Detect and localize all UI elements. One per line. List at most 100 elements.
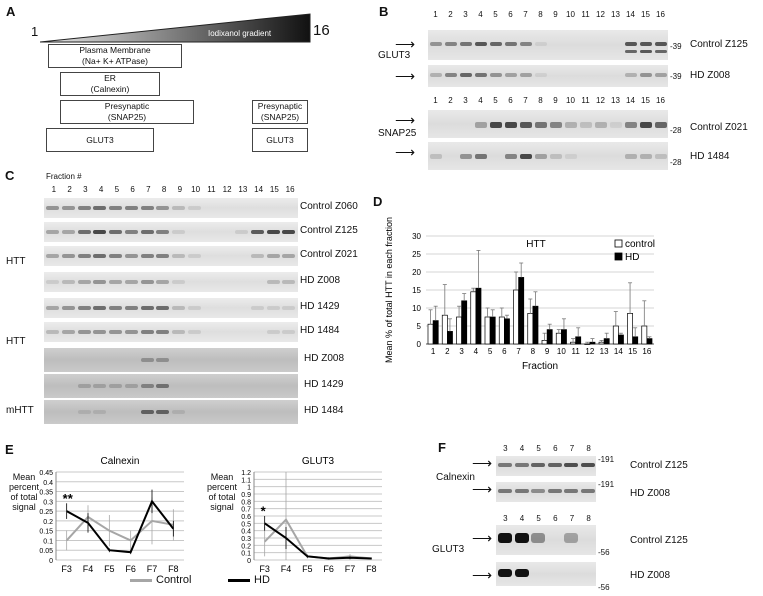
blot-band <box>547 463 562 467</box>
x-tick-label: F5 <box>302 564 313 574</box>
significance-annotation: * <box>261 503 267 518</box>
arrow-icon: ⟶ <box>395 36 416 52</box>
blot-band <box>77 384 91 388</box>
lane-number: 5 <box>536 514 541 523</box>
x-tick-label: F8 <box>168 564 179 574</box>
lane-number: 6 <box>553 514 558 523</box>
blot-band <box>109 384 122 388</box>
x-tick-label: 1 <box>431 347 436 356</box>
calnexin-label: Calnexin <box>436 472 475 483</box>
y-tick-label: 0 <box>417 340 422 349</box>
x-tick-label: F7 <box>147 564 158 574</box>
lane-number: 5 <box>536 444 541 453</box>
x-tick-label: F4 <box>83 564 94 574</box>
blot-band <box>187 330 201 334</box>
blot-band <box>475 42 487 46</box>
y-axis-label: Mean percent of total signal <box>206 472 238 512</box>
blot-band <box>625 122 637 128</box>
lane-number: 1 <box>433 96 438 105</box>
blot-glut3-control-f <box>496 525 596 555</box>
blot-band <box>266 330 280 334</box>
blot-band <box>46 306 59 310</box>
blot-band <box>490 122 502 128</box>
blot-band <box>77 330 91 334</box>
blot-band <box>93 410 107 414</box>
blot-band <box>535 42 547 46</box>
lane-number: 15 <box>641 10 650 19</box>
blot-band <box>581 463 595 467</box>
blot-snap25-hd <box>428 142 668 170</box>
y-axis-label: Mean % of total HTT in each fraction <box>384 217 394 363</box>
blot-band <box>124 254 138 258</box>
x-tick-label: 12 <box>585 347 594 356</box>
y-axis-label-text: Mean percent of total signal <box>8 472 40 512</box>
arrow-icon: ⟶ <box>472 481 493 497</box>
x-tick-label: F8 <box>366 564 377 574</box>
x-tick-label: 2 <box>445 347 450 356</box>
lane-number: 8 <box>586 514 591 523</box>
box-glut3-right: GLUT3 <box>252 128 308 152</box>
mw-marker: -191 <box>598 455 615 464</box>
arrow-icon: ⟶ <box>395 144 416 160</box>
blot-band <box>550 122 562 128</box>
blot-band <box>46 230 59 234</box>
box-er: ER (Calnexin) <box>60 72 160 96</box>
blot-band <box>77 254 91 258</box>
x-tick-label: F7 <box>345 564 356 574</box>
lane-number: 6 <box>508 10 513 19</box>
blot-band <box>172 330 185 334</box>
y-tick-label: 0.4 <box>43 480 53 487</box>
blot-band <box>235 230 248 234</box>
blot-band <box>93 330 107 334</box>
blot-band <box>93 306 107 310</box>
blot-band <box>266 280 280 284</box>
glut3-label: GLUT3 <box>378 50 411 61</box>
gradient-end-label: 16 <box>313 22 330 39</box>
blot-glut3-hd <box>428 65 668 87</box>
lane-number: 4 <box>519 444 525 453</box>
bar <box>447 331 453 345</box>
lane-number: 8 <box>538 96 543 105</box>
panel-e-letter: E <box>5 442 14 457</box>
blot-band <box>46 280 59 284</box>
lane-number: 10 <box>566 96 575 105</box>
blot-band <box>140 330 154 334</box>
bar <box>612 325 619 345</box>
arrow-icon: ⟶ <box>395 68 416 84</box>
y-tick-label: 1.1 <box>241 477 251 484</box>
group-label-htt: HTT <box>6 336 26 347</box>
x-tick-label: 7 <box>516 347 521 356</box>
panel-c-letter: C <box>5 168 15 183</box>
lane-number: 6 <box>553 444 558 453</box>
row-label: HD Z008 <box>304 353 345 364</box>
panel-f-lane-numbers-top: 3 4 5 6 7 8 <box>497 444 597 456</box>
mw-marker: -56 <box>598 548 610 557</box>
blot-band <box>172 254 185 258</box>
bar <box>575 336 582 345</box>
lane-number: 12 <box>222 185 232 194</box>
panel-f-letter: F <box>438 440 446 455</box>
blot-snap25-control <box>428 110 668 138</box>
y-tick-label: 0.6 <box>241 514 251 521</box>
blot-band <box>460 42 472 46</box>
row-label: HD Z008 <box>630 570 671 581</box>
blot-band <box>77 410 91 414</box>
y-tick-label: 0.05 <box>39 548 53 555</box>
blot-band <box>109 230 122 234</box>
row-label: HD 1429 <box>304 379 344 390</box>
blot-band <box>124 230 138 234</box>
lane-number: 6 <box>130 185 135 194</box>
blot-band <box>282 280 296 284</box>
mw-marker: -28 <box>670 158 682 167</box>
bar <box>518 277 525 345</box>
blot-band <box>520 73 532 77</box>
blot-band <box>581 489 595 493</box>
blot-band <box>140 306 154 310</box>
lane-number: 5 <box>493 10 498 19</box>
y-axis-label-text: Mean percent of total signal <box>206 472 238 512</box>
row-label: HD Z008 <box>690 70 731 81</box>
blot-band <box>610 122 622 128</box>
bar <box>618 334 624 345</box>
lane-number: 3 <box>503 444 508 453</box>
